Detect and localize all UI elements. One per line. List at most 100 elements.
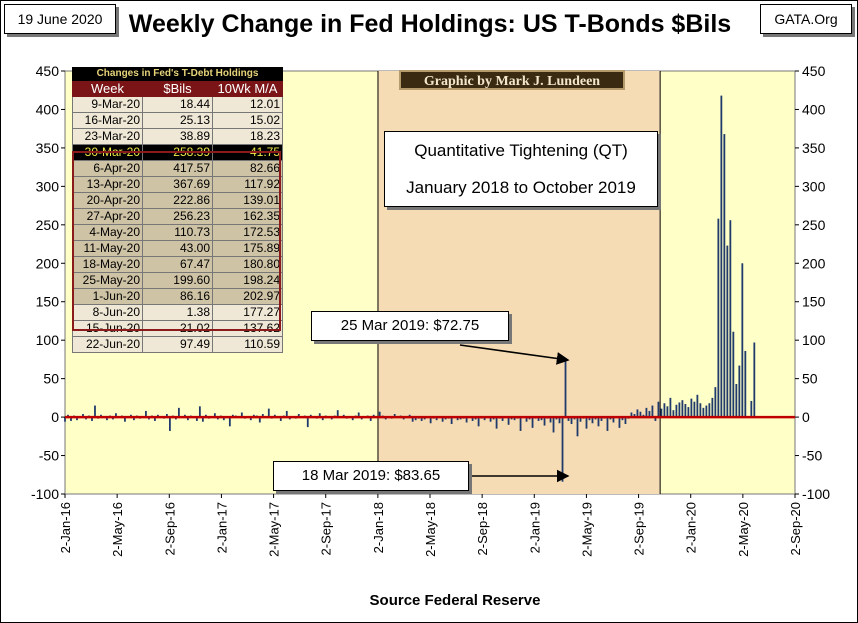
x-tick-label: 2-Sep-18 — [475, 502, 490, 555]
bar: 30-Nov-19: 16 — [675, 404, 678, 418]
table-cell: 97.49 — [142, 336, 213, 353]
bar: 26-Aug-17: -4 — [321, 417, 324, 421]
y-tick-label-left: -50 — [39, 448, 59, 464]
table-cell: 67.47 — [142, 256, 213, 273]
bar: 24-Mar-18: -6 — [411, 417, 414, 422]
bar: 9-Nov-19: 14 — [666, 406, 669, 418]
y-tick-label-left: 400 — [36, 101, 60, 117]
qt-label-line2: January 2018 to October 2019 — [406, 178, 636, 197]
qt-label-box: Quantitative Tightening (QT) January 201… — [384, 131, 658, 207]
bar: 6-Oct-18: -15 — [495, 417, 498, 429]
bar: 31-Aug-19: 10 — [636, 409, 639, 418]
table-cell: 25-May-20 — [72, 272, 143, 289]
table-cell: 30-Mar-20 — [72, 144, 143, 161]
bar: 7-Sep-19: 7 — [639, 411, 642, 418]
x-tick-label: 2-Jan-18 — [371, 502, 386, 553]
bar: 18-Apr-20: 43 — [735, 384, 738, 418]
annotation-box-2: 18 Mar 2019: $83.65 — [273, 461, 469, 491]
table-cell: 12.01 — [212, 96, 283, 113]
bar: 19-May-18: -4 — [435, 417, 438, 421]
table-cell: 222.86 — [142, 192, 213, 209]
bar: 20-Apr-19: -6 — [579, 417, 582, 422]
bar: 10-Feb-18: 4 — [393, 414, 396, 418]
bar: 9-Mar-19: -84 — [561, 417, 564, 482]
bar: 5-May-18: -8 — [429, 417, 432, 424]
bar: 1-Apr-17: -7 — [258, 417, 261, 423]
table-cell: 82.66 — [212, 160, 283, 177]
table-cell: 172.53 — [212, 224, 283, 241]
table-cell: 15.02 — [212, 112, 283, 129]
bar: 3-Jun-17: 8 — [285, 410, 288, 418]
table-cell: 41.75 — [212, 144, 283, 161]
table-cell: 1.38 — [142, 304, 213, 321]
x-tick-label: 2-Jan-17 — [214, 502, 229, 553]
table-header-row: Week $Bils 10Wk M/A — [72, 80, 283, 97]
bar: 16-Dec-17: -5 — [369, 417, 372, 421]
table-row: 22-Jun-20 97.49 110.59 — [72, 336, 283, 353]
bar: 12-Mar-16: 15 — [94, 405, 96, 418]
bar: 8-Apr-17: 4 — [261, 414, 264, 418]
table-row: 11-May-20 43.00 175.89 — [72, 240, 283, 257]
bar: 7-Jul-18: -4 — [456, 417, 459, 421]
bar: 20-Oct-18: -5 — [501, 417, 504, 421]
bar: 19-Jan-19: -4 — [540, 417, 543, 421]
bar: 26-Oct-19: 11 — [660, 408, 663, 418]
x-tick-label: 2-Sep-16 — [162, 502, 177, 555]
bar: 5-Mar-16: -5 — [91, 417, 93, 421]
table-caption-row: Changes in Fed's T-Debt Holdings — [72, 67, 283, 81]
bar: 25-Jan-20: 18 — [699, 403, 702, 418]
bar: 16-Feb-19: -20 — [552, 417, 555, 433]
bar: 17-Dec-16: 5 — [213, 413, 216, 418]
bar: 2-Mar-19: -8 — [558, 417, 561, 424]
y-tick-label-left: 150 — [36, 294, 60, 310]
bar: 8-Feb-20: 15 — [705, 405, 708, 418]
y-tick-label-right: -50 — [802, 448, 822, 464]
bar: 2-Nov-19: 18 — [663, 403, 666, 418]
x-tick-label: 2-May-20 — [736, 502, 751, 557]
y-tick-label-right: 400 — [802, 101, 826, 117]
y-tick-label-right: 200 — [802, 255, 826, 271]
table-header: $Bils — [142, 80, 213, 97]
x-tick-label: 2-Sep-19 — [632, 502, 647, 555]
bar: 30-Sep-17: 9 — [336, 410, 339, 418]
bar: 22-Apr-17: 11 — [267, 408, 270, 418]
y-tick-label-right: 300 — [802, 178, 826, 194]
x-tick-label: 2-Jan-16 — [58, 502, 73, 553]
bar: 24-Sep-16: 12 — [177, 407, 180, 418]
bar: 14-Apr-18: -5 — [420, 417, 423, 421]
bar: 31-Mar-18: -4 — [414, 417, 417, 421]
table-cell: 256.23 — [142, 208, 213, 225]
bar: 18-Jan-20: 29 — [696, 394, 699, 418]
bar: 22-Sep-18: -6 — [489, 417, 492, 422]
bar: 28-Sep-19: 8 — [648, 410, 651, 418]
bar: 3-Nov-18: -10 — [507, 417, 510, 425]
bar: 9-Feb-19: -7 — [549, 417, 552, 423]
table-cell: 177.27 — [212, 304, 283, 321]
bar: 11-May-19: -4 — [588, 417, 591, 421]
x-axis-title: Source Federal Reserve — [369, 592, 541, 609]
y-tick-label-right: 450 — [802, 63, 826, 79]
y-tick-label-left: 200 — [36, 255, 60, 271]
table-cell: 1-Jun-20 — [72, 288, 143, 305]
bar: 28-Jul-18: -7 — [465, 417, 468, 423]
table-cell: 22-Jun-20 — [72, 336, 143, 353]
table-cell: 23-Mar-20 — [72, 128, 143, 145]
x-tick-label: 2-May-16 — [110, 502, 125, 557]
holdings-table: Changes in Fed's T-Debt Holdings Week $Bil… — [72, 67, 283, 353]
bar: 4-Jan-20: 24 — [690, 398, 693, 418]
y-tick-label-left: 0 — [51, 409, 59, 425]
bar: 15-Oct-16: -4 — [186, 417, 189, 421]
y-tick-label-right: 50 — [802, 371, 818, 387]
table-cell: 18-May-20 — [72, 256, 143, 273]
table-row: 4-May-20 110.73 172.53 — [72, 224, 283, 241]
bar: 27-Aug-16: 4 — [166, 414, 168, 418]
y-tick-label-left: 250 — [36, 217, 60, 233]
y-tick-label-left: -100 — [31, 486, 59, 502]
x-tick-label: 2-May-18 — [423, 502, 438, 557]
y-tick-label-right: 350 — [802, 140, 826, 156]
y-tick-label-right: 150 — [802, 294, 826, 310]
table-row: 30-Mar-20 258.39 41.75 — [72, 144, 283, 161]
bar: 9-Apr-16: -4 — [106, 417, 108, 421]
table-cell: 139.01 — [212, 192, 283, 209]
table-cell: 25.13 — [142, 112, 213, 129]
